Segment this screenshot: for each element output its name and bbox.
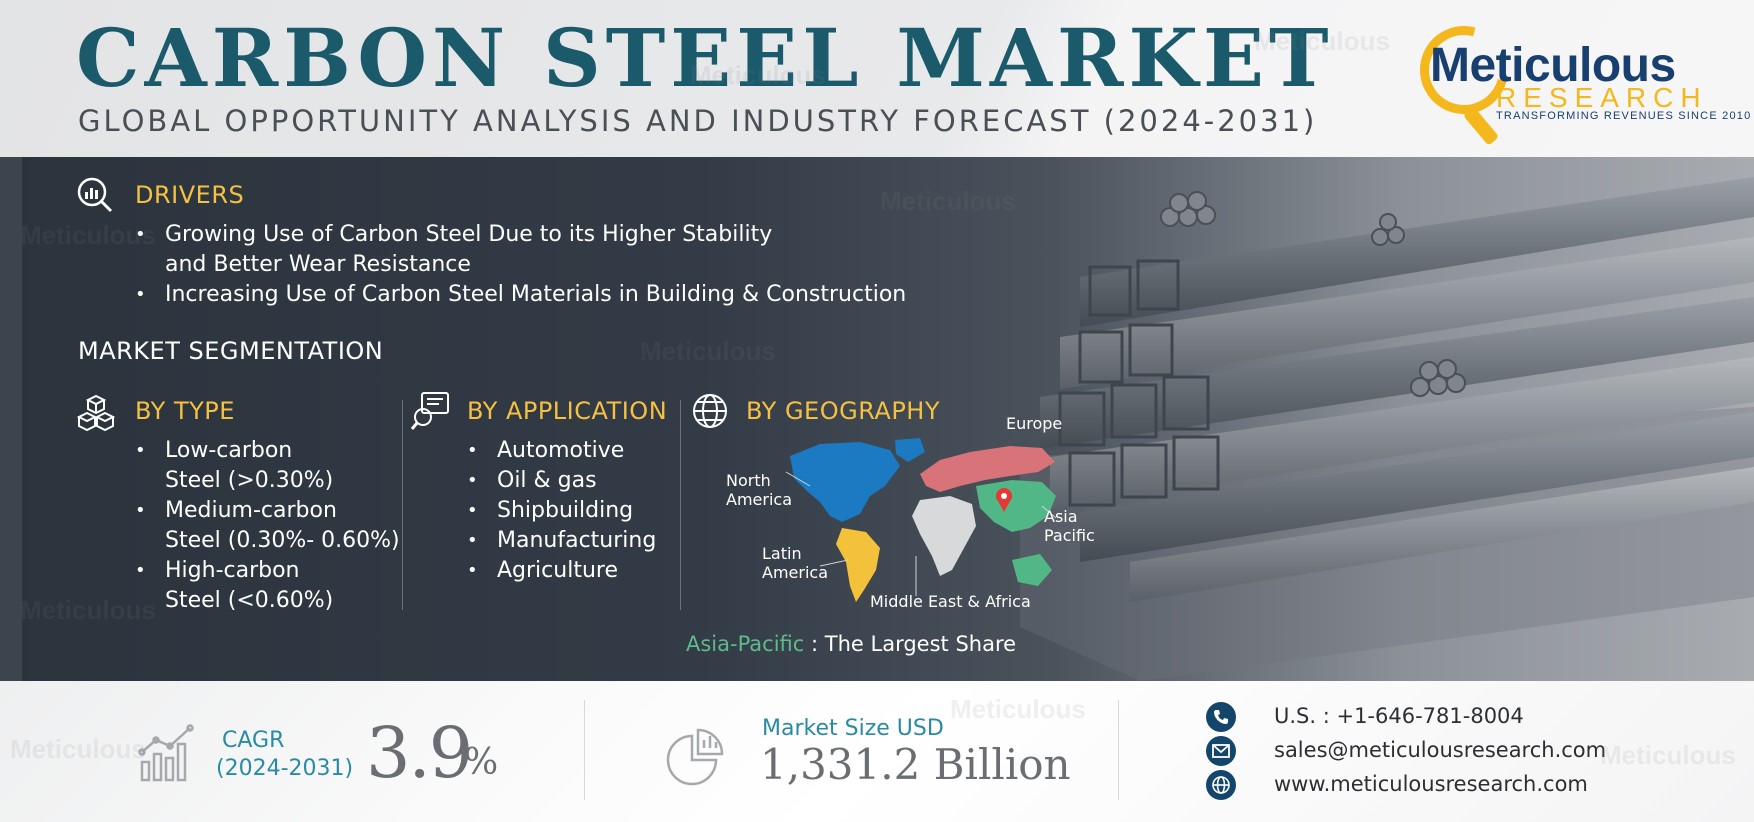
- phone-icon: [1206, 702, 1236, 732]
- pie-chart-icon: [666, 728, 724, 786]
- logo-subname: RESEARCH: [1496, 82, 1708, 113]
- market-size-label: Market Size USD: [762, 716, 944, 741]
- footer-divider: [584, 700, 585, 800]
- map-middle-east-africa: [912, 496, 976, 576]
- list-item: Increasing Use of Carbon Steel Materials…: [133, 280, 906, 310]
- list-item: Medium-carbon: [133, 496, 400, 526]
- watermark-text: Meticulous: [20, 220, 156, 250]
- watermark-text: Meticulous: [1254, 26, 1390, 56]
- segmentation-heading: MARKET SEGMENTATION: [78, 337, 384, 365]
- page-title: CARBON STEEL MARKET: [76, 11, 1334, 105]
- list-item: and Better Wear Resistance: [133, 250, 906, 280]
- contact-email[interactable]: sales@meticulousresearch.com: [1274, 738, 1607, 762]
- map-greenland: [895, 438, 925, 462]
- globe-icon: [693, 394, 727, 428]
- by-type-heading: BY TYPE: [135, 397, 235, 425]
- list-item: Manufacturing: [465, 526, 656, 556]
- map-europe: [920, 446, 1055, 492]
- largest-share-note: Asia-Pacific : The Largest Share: [686, 632, 1016, 656]
- steel-bars-illustration: [1020, 177, 1754, 681]
- band-edge: [0, 157, 22, 681]
- list-item-continuation: Steel (0.30%- 0.60%): [165, 528, 400, 553]
- list-item: Low-carbon: [133, 436, 400, 466]
- region-label-latin-america: Latin America: [762, 544, 828, 582]
- list-item-continuation: Steel (>0.30%): [165, 468, 334, 493]
- by-geography-heading: BY GEOGRAPHY: [746, 397, 940, 425]
- largest-share-text: : The Largest Share: [811, 632, 1017, 656]
- list-item: Oil & gas: [465, 466, 656, 496]
- watermark-text: Meticulous: [1600, 740, 1736, 770]
- cagr-value: 3.9: [366, 712, 473, 794]
- map-australia: [1012, 554, 1052, 586]
- magnifier-handle-icon: [1462, 106, 1500, 146]
- logo-tagline: TRANSFORMING REVENUES SINCE 2010: [1496, 110, 1752, 122]
- by-application-heading: BY APPLICATION: [467, 397, 668, 425]
- cagr-label: CAGR (2024-2031): [216, 727, 353, 783]
- watermark-text: Meticulous: [10, 734, 146, 764]
- cagr-title: CAGR: [222, 728, 285, 753]
- list-item: Agriculture: [465, 556, 656, 586]
- region-label-mea: Middle East & Africa: [870, 592, 1031, 611]
- map-north-america: [790, 442, 900, 522]
- map-pin-icon: [996, 488, 1012, 512]
- region-label-line: North: [726, 471, 771, 490]
- watermark-text: Meticulous: [690, 60, 826, 90]
- column-divider: [402, 400, 403, 610]
- contact-website[interactable]: www.meticulousresearch.com: [1274, 772, 1588, 796]
- map-latin-america: [836, 528, 880, 602]
- list-item: Growing Use of Carbon Steel Due to its H…: [133, 220, 906, 250]
- region-label-north-america: North America: [726, 471, 792, 509]
- region-label-line: America: [726, 490, 792, 509]
- by-type-list: Low-carbon Steel (>0.30%) Medium-carbon …: [133, 436, 400, 616]
- drivers-heading: DRIVERS: [135, 181, 245, 209]
- largest-region: Asia-Pacific: [686, 632, 805, 656]
- region-label-line: America: [762, 563, 828, 582]
- watermark-text: Meticulous: [640, 336, 776, 366]
- logo-name: Meticulous: [1430, 39, 1676, 92]
- drivers-list: Growing Use of Carbon Steel Due to its H…: [133, 220, 906, 310]
- list-item: Shipbuilding: [465, 496, 656, 526]
- list-item-continuation: Steel (<0.60%): [165, 588, 334, 613]
- cagr-period: (2024-2031): [216, 756, 354, 781]
- header-banner: CARBON STEEL MARKET GLOBAL OPPORTUNITY A…: [0, 0, 1754, 157]
- world-map: [785, 438, 1057, 602]
- page-subtitle: GLOBAL OPPORTUNITY ANALYSIS AND INDUSTRY…: [78, 104, 1318, 138]
- globe-icon: [1206, 770, 1236, 800]
- by-application-list: Automotive Oil & gas Shipbuilding Manufa…: [465, 436, 656, 586]
- region-label-europe: Europe: [1006, 414, 1063, 433]
- cagr-unit: %: [464, 742, 499, 783]
- list-item: Automotive: [465, 436, 656, 466]
- company-logo[interactable]: Meticulous RESEARCH TRANSFORMING REVENUE…: [1403, 9, 1750, 146]
- watermark-text: Meticulous: [950, 694, 1086, 724]
- email-icon: [1206, 736, 1236, 766]
- cubes-icon: [77, 394, 115, 431]
- watermark-text: Meticulous: [20, 595, 156, 625]
- column-divider: [680, 400, 681, 610]
- region-label-line: Asia: [1044, 507, 1078, 526]
- application-magnifier-icon: [410, 392, 449, 430]
- growth-chart-icon: [138, 724, 194, 782]
- region-label-line: Pacific: [1044, 526, 1095, 545]
- list-item-continuation: and Better Wear Resistance: [165, 252, 471, 277]
- region-label-asia-pacific: Asia Pacific: [1044, 507, 1095, 545]
- region-label-line: Latin: [762, 544, 802, 563]
- footer-bar: [0, 681, 1754, 822]
- chart-magnifier-icon: [77, 177, 113, 213]
- market-size-value: 1,331.2 Billion: [760, 740, 1071, 789]
- contact-phone[interactable]: U.S. : +1-646-781-8004: [1274, 704, 1524, 728]
- watermark-text: Meticulous: [880, 186, 1016, 216]
- footer-divider: [1118, 700, 1119, 800]
- list-item: High-carbon: [133, 556, 400, 586]
- map-asia-pacific: [976, 480, 1056, 532]
